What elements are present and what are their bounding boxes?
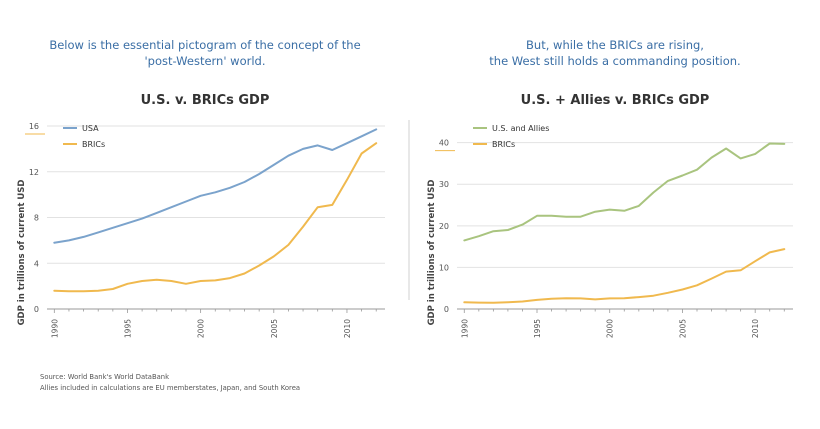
left-intro-line-1: Below is the essential pictogram of the …: [49, 38, 361, 52]
source-footnote: Source: World Bank's World DataBank: [40, 373, 170, 381]
x-tick-label: 1990: [460, 319, 469, 338]
x-tick-label: 2005: [678, 319, 687, 338]
legend-label-usa: USA: [82, 124, 99, 133]
x-tick-label: 2005: [270, 319, 279, 338]
left-intro-text: Below is the essential pictogram of the …: [0, 37, 410, 69]
y-tick-label: 30: [439, 180, 449, 189]
y-tick-label: 0: [34, 305, 39, 314]
right-chart: 0 10 20 30 40 1990 1995 2000 2005 2010 GDP in tril…: [427, 124, 793, 338]
right-intro-text: But, while the BRICs are rising, the Wes…: [410, 37, 820, 69]
x-tick-label: 2000: [606, 319, 615, 338]
series-line-brics: [53, 142, 378, 293]
right-intro-line-2: the West still holds a commanding positi…: [489, 54, 741, 68]
y-axis-label: GDP in trillions of current USD: [427, 180, 437, 326]
y-tick-label: 20: [439, 222, 449, 231]
y-tick-label: 12: [29, 168, 39, 177]
left-chart-title: U.S. v. BRICs GDP: [140, 93, 270, 108]
left-chart-panel: Below is the essential pictogram of the …: [0, 0, 410, 372]
left-chart: 0 4 8 12 16 1990 1995 2000 2005 2010 GDP in trilli…: [17, 122, 385, 338]
y-tick-label: 16: [29, 122, 39, 131]
y-tick-label: 10: [439, 263, 449, 272]
legend-label-brics: BRICs: [492, 140, 515, 149]
x-tick-label: 2010: [751, 319, 760, 338]
x-tick-label: 2000: [197, 319, 206, 338]
x-tick-label: 1995: [533, 319, 542, 338]
y-tick-label: 0: [444, 305, 449, 314]
legend-label-us-and-allies: U.S. and Allies: [492, 124, 549, 133]
y-tick-label: 40: [439, 139, 449, 148]
series-line-brics: [463, 248, 786, 304]
y-axis-label: GDP in trillions of current USD: [17, 180, 27, 326]
x-tick-label: 1990: [50, 319, 59, 338]
right-chart-panel: But, while the BRICs are rising, the Wes…: [410, 0, 820, 372]
series-line-us-and-allies: [463, 142, 786, 242]
right-intro-line-1: But, while the BRICs are rising,: [526, 38, 704, 52]
y-tick-label: 8: [34, 214, 39, 223]
x-tick-label: 2010: [343, 319, 352, 338]
y-tick-label: 4: [34, 259, 39, 268]
series-line-usa: [53, 128, 378, 244]
right-chart-title: U.S. + Allies v. BRICs GDP: [520, 93, 710, 108]
allies-footnote: Allies included in calculations are EU m…: [40, 384, 301, 392]
x-tick-label: 1995: [123, 319, 132, 338]
panel-divider: [408, 120, 410, 300]
legend-label-brics: BRICs: [82, 140, 105, 149]
left-intro-line-2: 'post-Western' world.: [144, 54, 266, 68]
